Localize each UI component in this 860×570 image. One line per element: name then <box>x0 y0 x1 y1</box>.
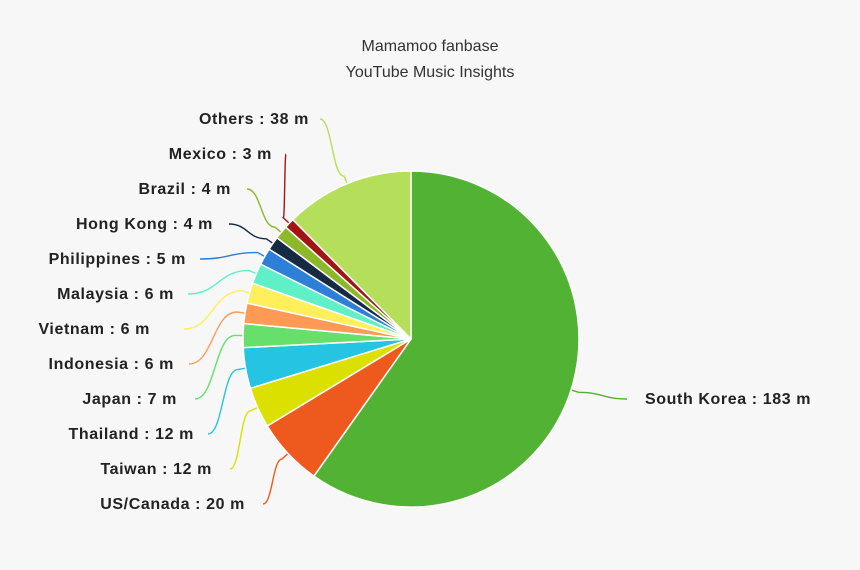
slice-label-indonesia: Indonesia : 6 m <box>49 356 174 373</box>
pie-slices <box>242 170 580 508</box>
slice-label-hong-kong: Hong Kong : 4 m <box>76 216 213 233</box>
leader-line-philippines <box>199 251 265 260</box>
chart-subtitle: YouTube Music Insights <box>345 64 515 81</box>
slice-label-vietnam: Vietnam : 6 m <box>38 321 150 338</box>
slice-label-thailand: Thailand : 12 m <box>69 426 194 443</box>
leader-line-others <box>319 118 348 184</box>
slice-label-us-canada: US/Canada : 20 m <box>100 496 245 513</box>
chart-title: Mamamoo fanbase <box>361 38 499 55</box>
slice-label-taiwan: Taiwan : 12 m <box>100 461 212 478</box>
leader-line-hong-kong <box>228 223 274 244</box>
leader-line-thailand <box>207 367 246 435</box>
leader-line-us-canada <box>262 452 289 505</box>
slice-label-malaysia: Malaysia : 6 m <box>57 286 174 303</box>
slice-label-south-korea: South Korea : 183 m <box>645 391 811 408</box>
leader-line-malaysia <box>187 269 257 295</box>
leader-line-brazil <box>246 188 282 233</box>
slice-label-others: Others : 38 m <box>199 111 309 128</box>
leader-lines <box>183 118 628 505</box>
leader-line-mexico <box>281 153 290 224</box>
slice-label-brazil: Brazil : 4 m <box>138 181 231 198</box>
leader-line-taiwan <box>229 407 258 470</box>
leader-line-south-korea <box>570 389 628 400</box>
leader-line-indonesia <box>188 311 246 365</box>
leader-line-japan <box>194 334 244 400</box>
slice-label-japan: Japan : 7 m <box>82 391 177 408</box>
pie-slice-others <box>292 170 412 340</box>
slice-labels: South Korea : 183 m US/Canada : 20 m Taiwa… <box>38 111 811 513</box>
pie-slice-south-korea <box>313 170 580 508</box>
leader-line-vietnam <box>183 290 250 330</box>
slice-label-mexico: Mexico : 3 m <box>169 146 272 163</box>
slice-label-philippines: Philippines : 5 m <box>49 251 186 268</box>
